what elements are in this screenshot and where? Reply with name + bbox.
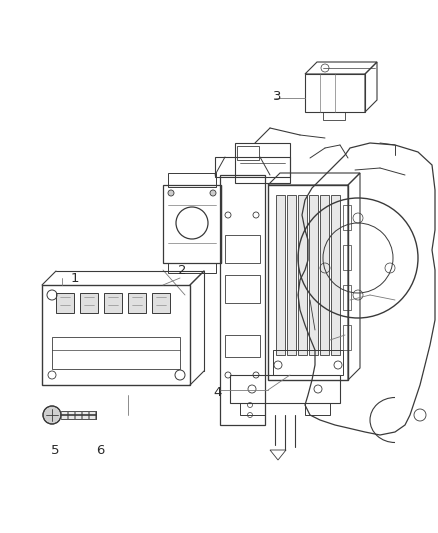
Text: 6: 6 [96, 443, 104, 456]
Bar [237, 146, 259, 160]
Bar [225, 275, 260, 303]
Bar [343, 325, 351, 350]
Bar [168, 173, 216, 187]
Text: 5: 5 [51, 443, 59, 456]
Bar [68, 411, 74, 419]
Bar [343, 205, 351, 230]
Bar [240, 403, 265, 415]
Circle shape [168, 190, 174, 196]
Bar [343, 285, 351, 310]
Bar [320, 195, 329, 355]
Bar [309, 195, 318, 355]
Bar [276, 195, 285, 355]
Bar [225, 335, 260, 357]
Bar [215, 157, 290, 177]
Bar [343, 245, 351, 270]
Text: 4: 4 [214, 385, 222, 399]
Bar [168, 263, 216, 273]
Text: 3: 3 [273, 90, 281, 102]
Bar [56, 293, 74, 313]
Bar [225, 235, 260, 263]
Bar [331, 195, 340, 355]
Circle shape [43, 406, 61, 424]
Bar [305, 74, 365, 112]
Bar [42, 285, 190, 385]
Bar [52, 337, 180, 369]
Bar [273, 350, 343, 375]
Bar [75, 411, 81, 419]
Bar [230, 375, 340, 403]
Text: 1: 1 [71, 271, 79, 285]
Bar [128, 293, 146, 313]
Bar [298, 195, 307, 355]
Bar [82, 411, 88, 419]
Bar [323, 112, 345, 120]
Bar [152, 293, 170, 313]
Bar [61, 411, 67, 419]
Bar [104, 293, 122, 313]
Text: 2: 2 [178, 263, 186, 277]
Bar [80, 293, 98, 313]
Bar [235, 143, 290, 183]
Bar [287, 195, 296, 355]
Circle shape [210, 190, 216, 196]
Bar [220, 175, 265, 425]
Bar [89, 411, 95, 419]
Bar [268, 185, 348, 380]
Bar [163, 185, 221, 263]
Bar [305, 403, 330, 415]
